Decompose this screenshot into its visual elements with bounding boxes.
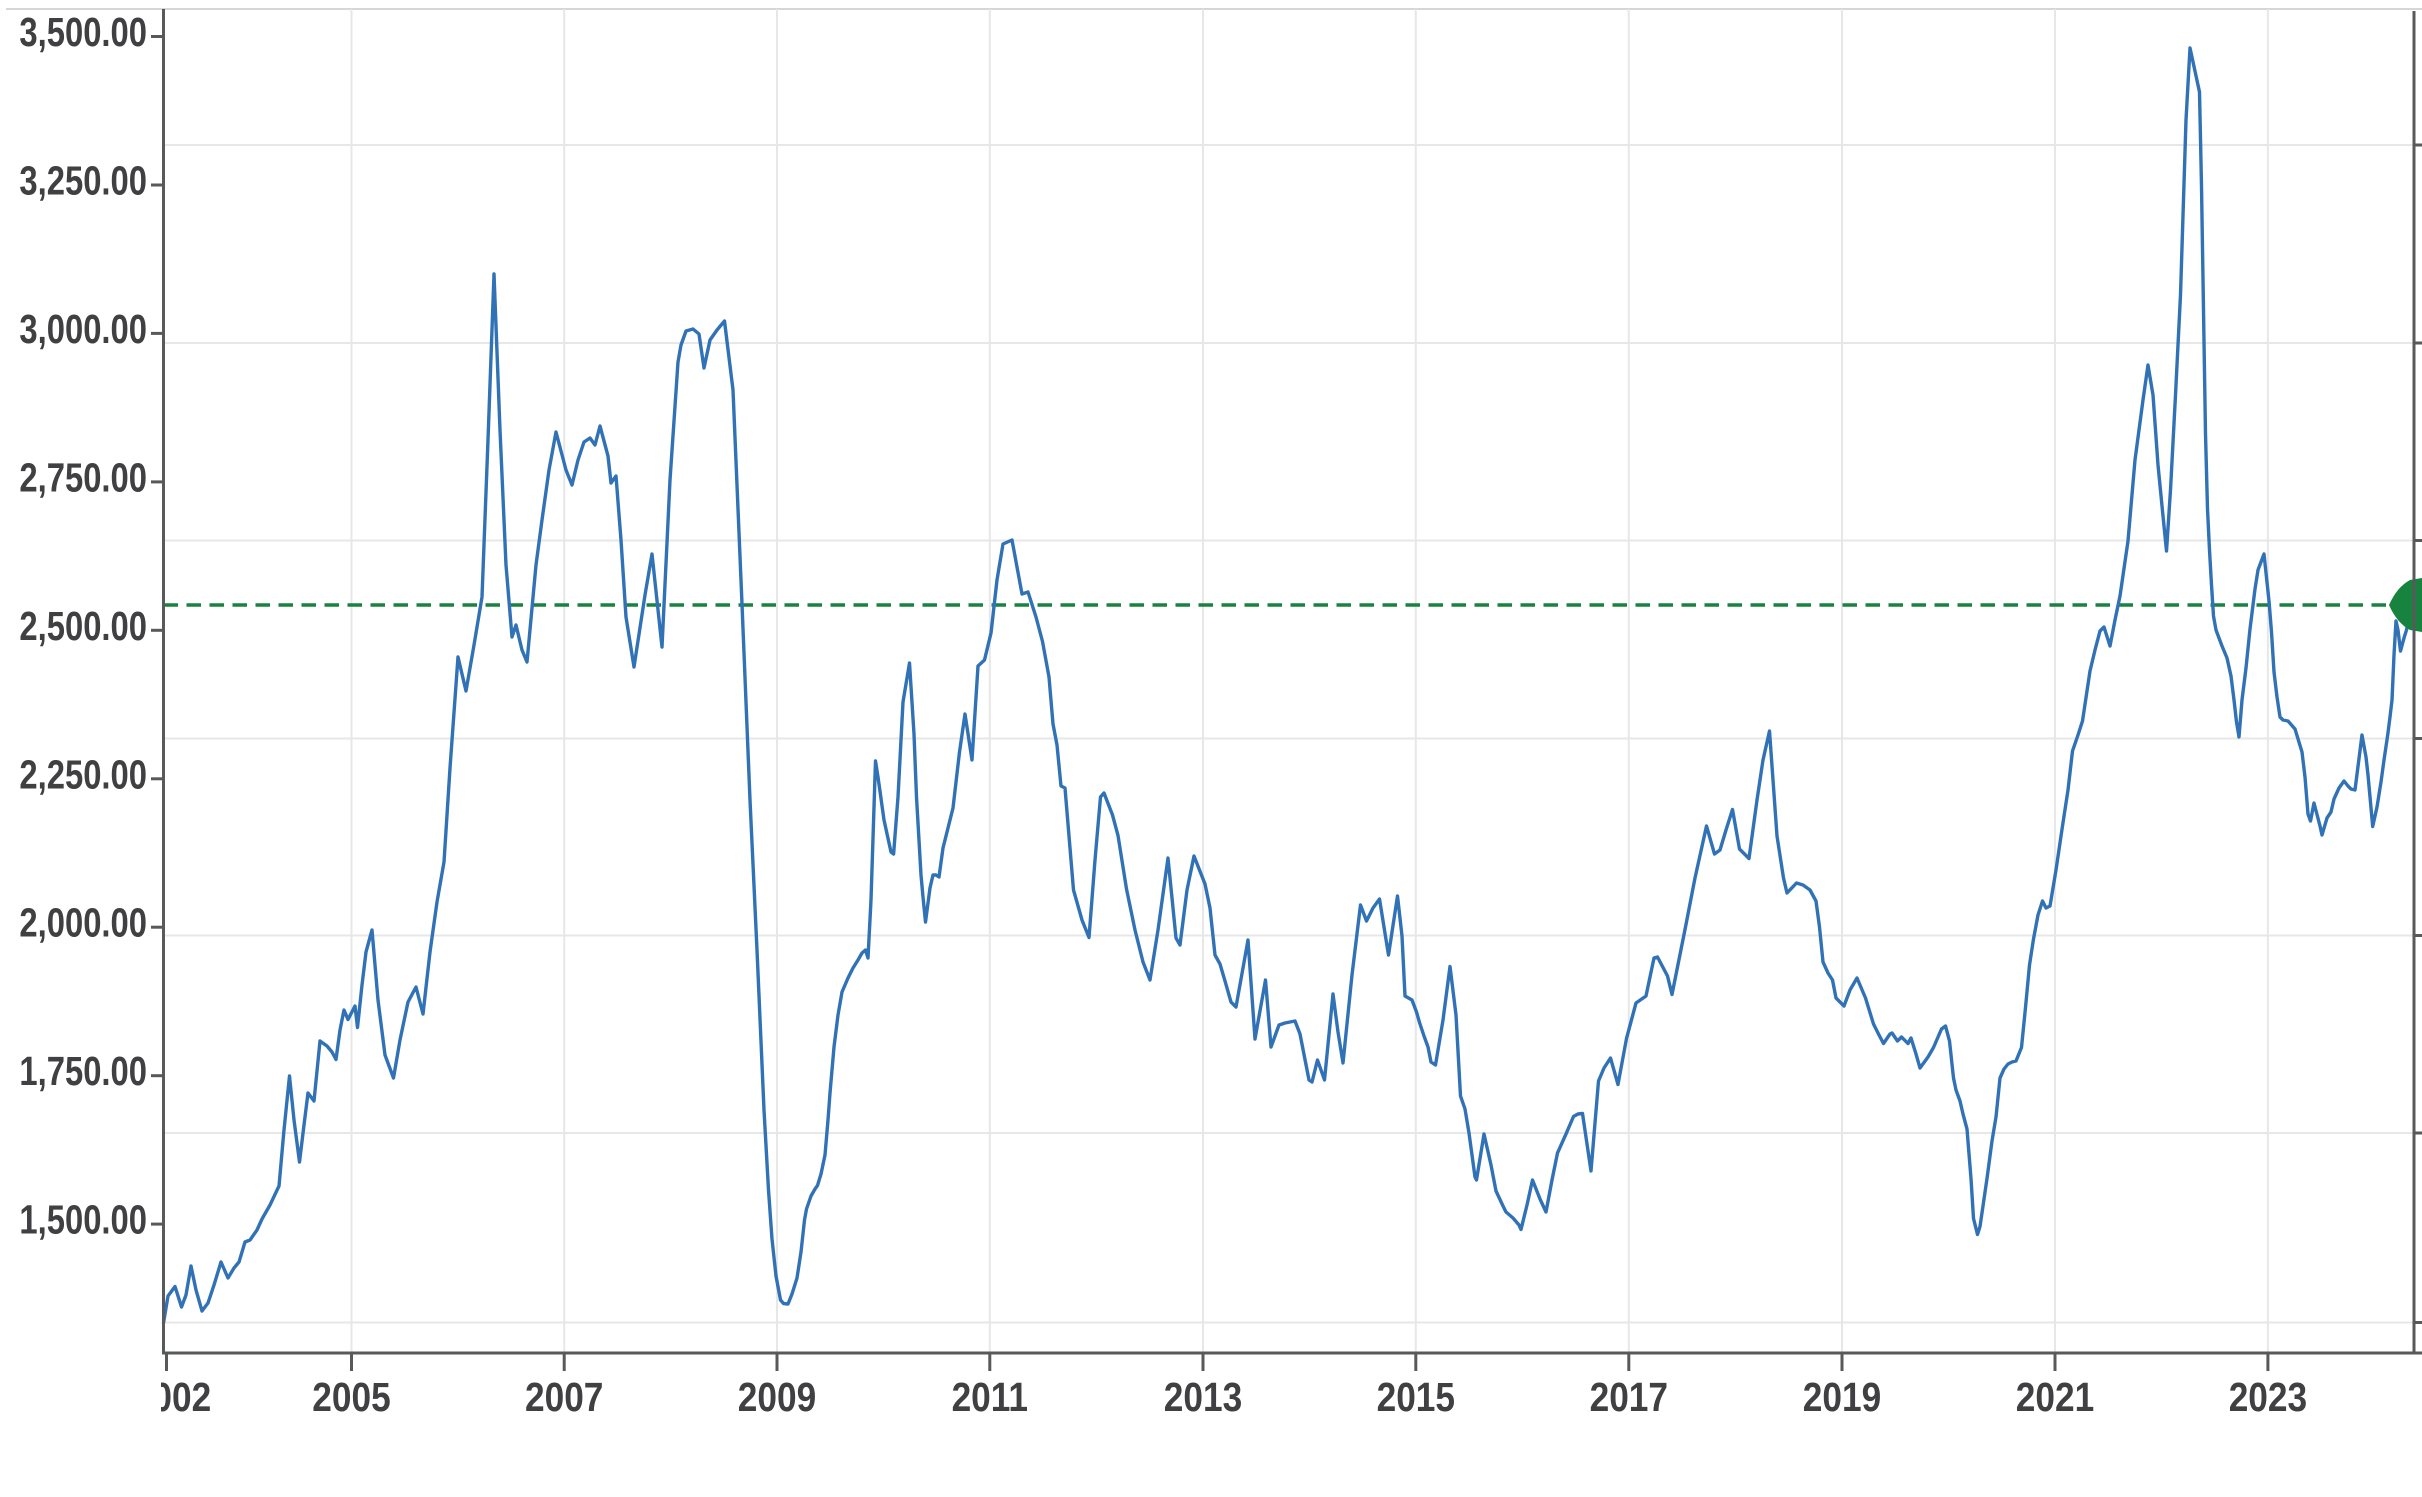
svg-text:2023: 2023: [2229, 1375, 2307, 1421]
svg-text:2002: 2002: [133, 1375, 211, 1421]
svg-text:2011: 2011: [952, 1375, 1028, 1421]
svg-text:2005: 2005: [312, 1375, 390, 1421]
svg-text:3,500.00: 3,500.00: [19, 8, 147, 54]
svg-text:2009: 2009: [738, 1375, 816, 1421]
svg-text:2019: 2019: [1803, 1375, 1881, 1421]
svg-text:2,500.00: 2,500.00: [19, 602, 147, 648]
svg-text:3,000.00: 3,000.00: [19, 305, 147, 351]
svg-text:2007: 2007: [525, 1375, 603, 1421]
svg-text:2015: 2015: [1377, 1375, 1455, 1421]
svg-text:2,750.00: 2,750.00: [19, 454, 147, 500]
svg-text:1,750.00: 1,750.00: [19, 1048, 147, 1094]
svg-text:1,500.00: 1,500.00: [19, 1196, 147, 1242]
svg-text:2,250.00: 2,250.00: [19, 751, 147, 797]
svg-text:3,250.00: 3,250.00: [19, 157, 147, 203]
svg-text:2,000.00: 2,000.00: [19, 899, 147, 945]
svg-text:2013: 2013: [1164, 1375, 1242, 1421]
svg-text:2021: 2021: [2016, 1375, 2094, 1421]
svg-text:2017: 2017: [1590, 1375, 1668, 1421]
